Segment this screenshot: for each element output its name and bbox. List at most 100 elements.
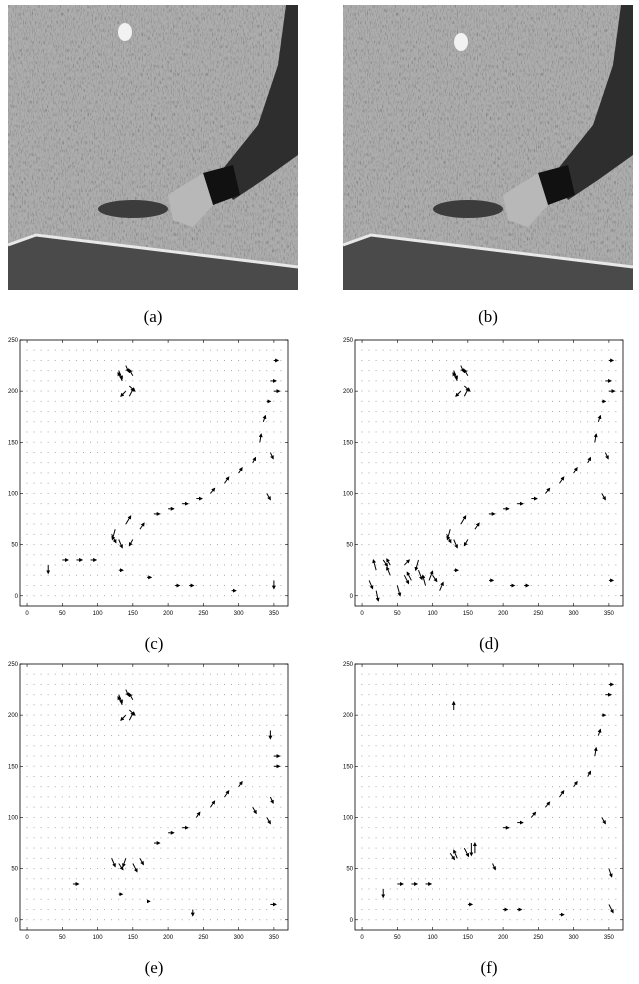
plot-frame xyxy=(19,663,289,931)
vector-arrow xyxy=(266,493,271,501)
vector-arrow xyxy=(386,566,391,576)
x-tick-label: 250 xyxy=(533,611,544,617)
y-tick-label: 0 xyxy=(15,594,19,600)
y-tick-label: 100 xyxy=(343,491,354,497)
vector-arrow xyxy=(573,780,578,788)
vector-arrow xyxy=(125,365,130,373)
vector-arrow xyxy=(545,487,551,494)
vector-arrow xyxy=(128,387,135,397)
x-tick-label: 250 xyxy=(198,935,209,941)
vector-arrow xyxy=(428,570,434,581)
x-tick-label: 150 xyxy=(463,935,474,941)
vector-arrow xyxy=(597,414,602,423)
vector-arrow xyxy=(492,863,496,871)
y-tick-label: 250 xyxy=(8,662,19,668)
y-tick-label: 250 xyxy=(8,338,19,344)
vector-arrow xyxy=(368,580,374,590)
vector-arrow xyxy=(455,390,462,397)
photo xyxy=(342,5,634,290)
x-tick-label: 350 xyxy=(269,935,280,941)
x-tick-label: 200 xyxy=(498,935,509,941)
vector-arrow xyxy=(262,414,267,423)
vector-arrow xyxy=(418,570,423,581)
vector-arrow xyxy=(120,390,127,397)
caption: (e) xyxy=(145,958,164,977)
vector-arrow xyxy=(587,770,592,777)
photo xyxy=(7,5,299,290)
vector-arrow xyxy=(593,433,598,443)
vector-arrow xyxy=(439,581,444,591)
vector-arrow xyxy=(396,585,402,597)
x-tick-label: 0 xyxy=(360,611,364,617)
vector-arrow xyxy=(238,467,243,474)
x-tick-label: 50 xyxy=(394,935,401,941)
vector-arrow xyxy=(608,868,613,878)
vector-arrow xyxy=(252,806,257,815)
x-tick-label: 100 xyxy=(93,935,104,941)
vector-arrow xyxy=(463,368,469,377)
vector-arrow xyxy=(559,790,565,798)
vector-arrow xyxy=(118,863,124,871)
x-tick-label: 150 xyxy=(463,611,474,617)
y-tick-label: 200 xyxy=(8,713,19,719)
vector-arrow xyxy=(403,575,410,585)
vector-arrow xyxy=(604,452,609,460)
vector-arrow xyxy=(375,590,380,602)
y-tick-label: 250 xyxy=(343,338,354,344)
y-tick-label: 50 xyxy=(11,867,18,873)
x-tick-label: 300 xyxy=(234,611,245,617)
plot-frame xyxy=(354,663,624,931)
vector-arrow xyxy=(269,452,274,460)
x-tick-label: 0 xyxy=(25,935,29,941)
vector-arrow xyxy=(128,692,134,701)
vector-arrow xyxy=(269,796,274,805)
vector-arrow xyxy=(463,847,470,858)
quiver-plot: 0 50 100 150 200 250 300 350 0 50 100 150 200 250 xyxy=(8,662,289,941)
caption: (a) xyxy=(144,307,163,326)
x-tick-label: 300 xyxy=(569,611,580,617)
x-tick-label: 100 xyxy=(428,611,439,617)
vector-arrow xyxy=(117,695,123,706)
vector-arrow xyxy=(224,476,230,484)
vector-arrow xyxy=(463,387,470,397)
vector-arrow xyxy=(601,817,606,825)
vector-arrow xyxy=(125,515,132,525)
vector-arrow xyxy=(210,800,216,808)
vector-arrow xyxy=(132,863,138,873)
dot-lattice xyxy=(361,344,620,598)
y-tick-label: 200 xyxy=(343,713,354,719)
x-tick-label: 250 xyxy=(198,611,209,617)
vector-arrow xyxy=(587,456,592,464)
vector-arrow xyxy=(404,559,410,566)
plot-frame xyxy=(354,339,624,607)
vector-arrow xyxy=(122,858,127,868)
caption: (c) xyxy=(145,634,164,653)
vector-arrow xyxy=(608,904,614,914)
dot-lattice xyxy=(361,668,620,922)
vector-arrow xyxy=(453,539,458,549)
y-tick-label: 100 xyxy=(343,815,354,821)
vector-arrow xyxy=(117,371,123,382)
vector-arrow xyxy=(460,365,465,373)
y-tick-label: 0 xyxy=(15,918,19,924)
vector-arrow xyxy=(238,780,243,788)
vector-arrow xyxy=(382,559,389,567)
vector-arrow xyxy=(449,852,456,861)
vector-arrow xyxy=(452,371,458,382)
vector-arrow xyxy=(601,493,606,501)
vector-arrow xyxy=(421,574,427,586)
vector-arrow xyxy=(111,858,116,868)
vector-arrow xyxy=(414,559,419,572)
vector-arrow xyxy=(266,817,271,825)
dot-lattice xyxy=(26,668,285,922)
x-tick-label: 50 xyxy=(59,935,66,941)
x-tick-label: 200 xyxy=(163,935,174,941)
vector-arrow xyxy=(252,456,257,464)
vector-arrow xyxy=(372,558,377,571)
vector-arrow xyxy=(559,476,565,484)
x-tick-label: 0 xyxy=(25,611,29,617)
vector-arrow xyxy=(406,571,412,581)
quiver-plot: 0 50 100 150 200 250 300 350 0 50 100 150 200 250 xyxy=(8,338,289,617)
y-tick-label: 50 xyxy=(346,543,353,549)
vector-arrow xyxy=(139,858,144,866)
